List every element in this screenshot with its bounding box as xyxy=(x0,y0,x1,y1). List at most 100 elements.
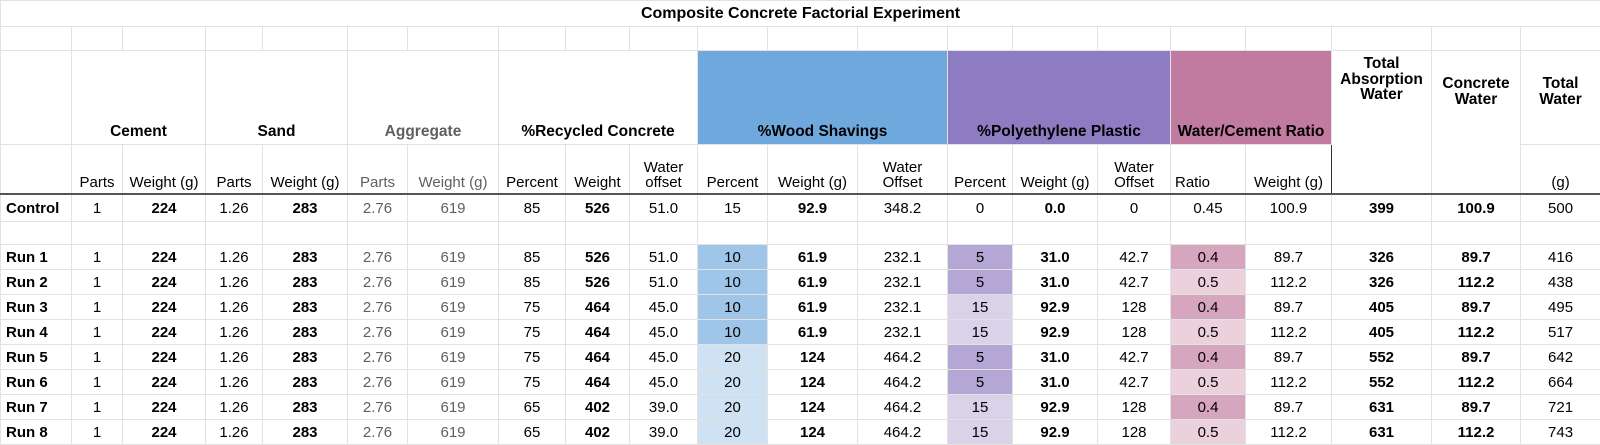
subheader-wood-percent[interactable]: Percent xyxy=(698,145,768,195)
cell-total-water[interactable]: 438 xyxy=(1521,270,1600,295)
cell-total-water[interactable]: 642 xyxy=(1521,345,1600,370)
row-label[interactable]: Control xyxy=(1,194,72,222)
cell-aggregate-parts[interactable]: 2.76 xyxy=(348,395,408,420)
cell-total-absorption-water[interactable]: 552 xyxy=(1332,370,1432,395)
subheader-cement-parts[interactable]: Parts xyxy=(72,145,123,195)
cell-cement-parts[interactable]: 1 xyxy=(72,270,123,295)
cell-sand-weight[interactable]: 283 xyxy=(263,420,348,445)
subheader-aggregate-weight[interactable]: Weight (g) xyxy=(408,145,499,195)
cell-sand-parts[interactable]: 1.26 xyxy=(206,370,263,395)
cell-total-water[interactable]: 721 xyxy=(1521,395,1600,420)
cell-poly-water-offset[interactable]: 42.7 xyxy=(1098,270,1171,295)
cell-aggregate-weight[interactable]: 619 xyxy=(408,320,499,345)
cell-cement-parts[interactable]: 1 xyxy=(72,370,123,395)
cell-wood-water-offset[interactable]: 232.1 xyxy=(858,320,948,345)
cell-total-absorption-water[interactable]: 552 xyxy=(1332,345,1432,370)
cell-recycled-percent[interactable]: 85 xyxy=(499,194,566,222)
cell-sand-weight[interactable]: 283 xyxy=(263,320,348,345)
cell-poly-weight[interactable]: 0.0 xyxy=(1013,194,1098,222)
cell-wood-water-offset[interactable]: 464.2 xyxy=(858,395,948,420)
cell-concrete-water[interactable]: 112.2 xyxy=(1432,270,1521,295)
cell-recycled-water-offset[interactable]: 45.0 xyxy=(630,320,698,345)
cell-concrete-water[interactable]: 100.9 xyxy=(1432,194,1521,222)
cell-ratio[interactable]: 0.4 xyxy=(1171,245,1246,270)
cell-poly-weight[interactable]: 31.0 xyxy=(1013,345,1098,370)
cell-aggregate-weight[interactable]: 619 xyxy=(408,370,499,395)
cell-wood-weight[interactable]: 124 xyxy=(768,420,858,445)
group-water-cement-ratio[interactable]: Water/Cement Ratio xyxy=(1171,51,1332,145)
group-polyethylene-plastic[interactable]: %Polyethylene Plastic xyxy=(948,51,1171,145)
cell-wood-weight[interactable]: 124 xyxy=(768,395,858,420)
cell-poly-water-offset[interactable]: 42.7 xyxy=(1098,345,1171,370)
cell-poly-percent[interactable]: 5 xyxy=(948,245,1013,270)
cell-total-absorption-water[interactable]: 405 xyxy=(1332,320,1432,345)
cell-recycled-percent[interactable]: 65 xyxy=(499,420,566,445)
cell-recycled-weight[interactable]: 402 xyxy=(566,420,630,445)
subheader-wood-water-offset[interactable]: Water Offset xyxy=(858,145,948,195)
cell-recycled-percent[interactable]: 85 xyxy=(499,270,566,295)
cell-recycled-weight[interactable]: 464 xyxy=(566,295,630,320)
cell-sand-weight[interactable]: 283 xyxy=(263,345,348,370)
sheet-title[interactable]: Composite Concrete Factorial Experiment xyxy=(1,1,1600,27)
cell-total-water[interactable]: 416 xyxy=(1521,245,1600,270)
cell-ratio-weight[interactable]: 89.7 xyxy=(1246,295,1332,320)
cell-wood-weight[interactable]: 61.9 xyxy=(768,320,858,345)
cell-sand-parts[interactable]: 1.26 xyxy=(206,420,263,445)
cell-wood-weight[interactable]: 124 xyxy=(768,345,858,370)
cell-cement-weight[interactable]: 224 xyxy=(123,194,206,222)
cell-aggregate-weight[interactable]: 619 xyxy=(408,395,499,420)
cell-aggregate-parts[interactable]: 2.76 xyxy=(348,194,408,222)
subheader-poly-percent[interactable]: Percent xyxy=(948,145,1013,195)
cell-poly-weight[interactable]: 92.9 xyxy=(1013,395,1098,420)
row-label[interactable]: Run 2 xyxy=(1,270,72,295)
cell-wood-weight[interactable]: 61.9 xyxy=(768,245,858,270)
row-label[interactable]: Run 1 xyxy=(1,245,72,270)
cell-cement-weight[interactable]: 224 xyxy=(123,420,206,445)
cell-aggregate-weight[interactable]: 619 xyxy=(408,295,499,320)
cell-aggregate-parts[interactable]: 2.76 xyxy=(348,320,408,345)
cell-recycled-percent[interactable]: 75 xyxy=(499,320,566,345)
cell-ratio-weight[interactable]: 89.7 xyxy=(1246,245,1332,270)
cell-ratio-weight[interactable]: 112.2 xyxy=(1246,370,1332,395)
cell-wood-water-offset[interactable]: 464.2 xyxy=(858,345,948,370)
subheader-wood-weight[interactable]: Weight (g) xyxy=(768,145,858,195)
subheader-recycled-percent[interactable]: Percent xyxy=(499,145,566,195)
cell-poly-water-offset[interactable]: 128 xyxy=(1098,295,1171,320)
cell-poly-weight[interactable]: 31.0 xyxy=(1013,245,1098,270)
cell-cement-weight[interactable]: 224 xyxy=(123,320,206,345)
cell-poly-percent[interactable]: 15 xyxy=(948,295,1013,320)
cell-wood-water-offset[interactable]: 232.1 xyxy=(858,245,948,270)
cell-concrete-water[interactable]: 112.2 xyxy=(1432,420,1521,445)
cell-wood-weight[interactable]: 61.9 xyxy=(768,270,858,295)
cell-wood-percent[interactable]: 20 xyxy=(698,370,768,395)
cell-aggregate-weight[interactable]: 619 xyxy=(408,270,499,295)
cell-poly-water-offset[interactable]: 42.7 xyxy=(1098,245,1171,270)
cell-ratio[interactable]: 0.5 xyxy=(1171,420,1246,445)
cell-wood-percent[interactable]: 10 xyxy=(698,270,768,295)
cell-recycled-percent[interactable]: 75 xyxy=(499,370,566,395)
cell-ratio[interactable]: 0.5 xyxy=(1171,370,1246,395)
cell-ratio[interactable]: 0.4 xyxy=(1171,395,1246,420)
cell-total-absorption-water[interactable]: 326 xyxy=(1332,270,1432,295)
cell-ratio-weight[interactable]: 100.9 xyxy=(1246,194,1332,222)
cell-recycled-weight[interactable]: 464 xyxy=(566,345,630,370)
cell-recycled-weight[interactable]: 464 xyxy=(566,320,630,345)
cell-wood-weight[interactable]: 124 xyxy=(768,370,858,395)
cell-cement-weight[interactable]: 224 xyxy=(123,295,206,320)
cell-recycled-water-offset[interactable]: 45.0 xyxy=(630,370,698,395)
cell-recycled-weight[interactable]: 526 xyxy=(566,245,630,270)
cell-total-absorption-water[interactable]: 326 xyxy=(1332,245,1432,270)
subheader-aggregate-parts[interactable]: Parts xyxy=(348,145,408,195)
cell-recycled-water-offset[interactable]: 45.0 xyxy=(630,345,698,370)
cell-recycled-water-offset[interactable]: 39.0 xyxy=(630,420,698,445)
cell-recycled-water-offset[interactable]: 51.0 xyxy=(630,270,698,295)
group-aggregate[interactable]: Aggregate xyxy=(348,51,499,145)
cell-cement-weight[interactable]: 224 xyxy=(123,370,206,395)
cell-poly-water-offset[interactable]: 0 xyxy=(1098,194,1171,222)
cell-wood-weight[interactable]: 61.9 xyxy=(768,295,858,320)
cell-aggregate-parts[interactable]: 2.76 xyxy=(348,245,408,270)
cell-recycled-water-offset[interactable]: 45.0 xyxy=(630,295,698,320)
cell-recycled-percent[interactable]: 75 xyxy=(499,345,566,370)
subheader-recycled-water-offset[interactable]: Water offset xyxy=(630,145,698,195)
row-label[interactable]: Run 6 xyxy=(1,370,72,395)
